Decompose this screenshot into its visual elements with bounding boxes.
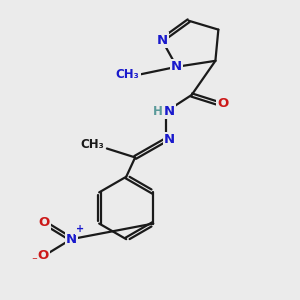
Text: CH₃: CH₃ [80,138,104,151]
Text: O: O [217,98,228,110]
Text: N: N [66,233,77,246]
Text: N: N [171,60,182,73]
Text: CH₃: CH₃ [116,68,140,81]
Text: N: N [164,105,175,118]
Text: O: O [39,216,50,229]
Text: ⁻: ⁻ [31,256,37,266]
Text: H: H [153,105,163,118]
Text: +: + [76,224,84,234]
Text: N: N [164,133,175,146]
Text: N: N [156,34,167,46]
Text: O: O [38,249,49,262]
